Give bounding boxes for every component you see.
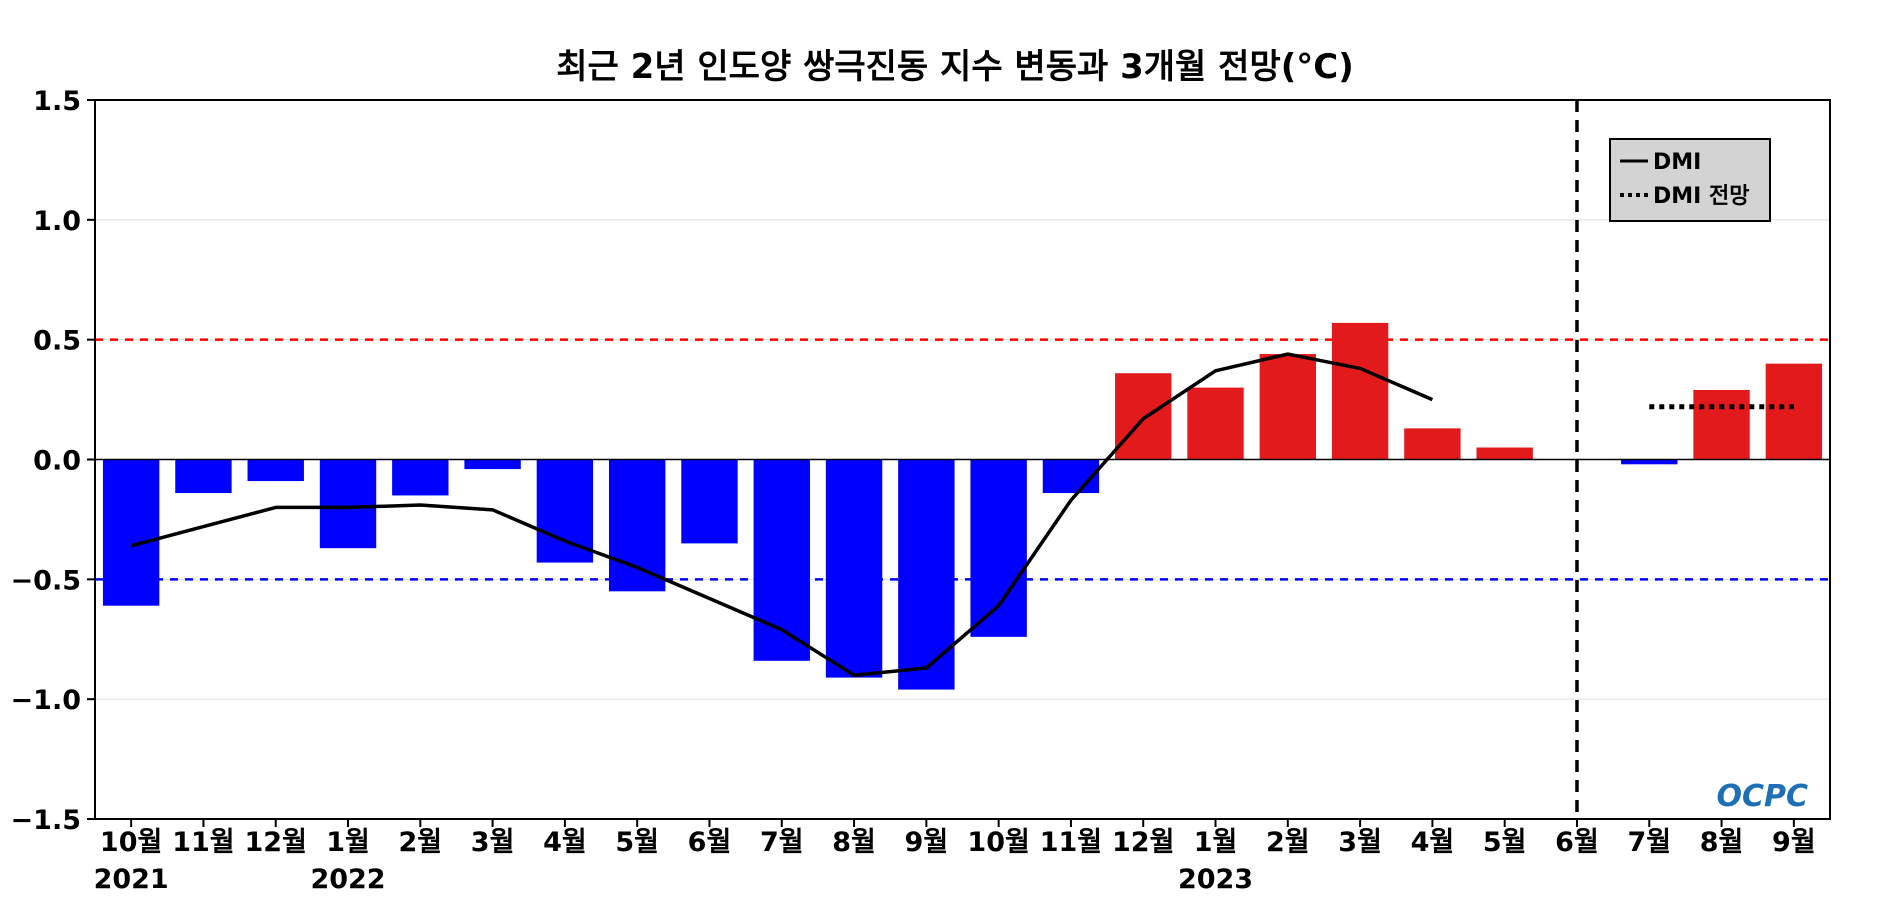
x-tick-label: 11월 (1040, 827, 1102, 858)
x-tick-label: 9월 (905, 827, 949, 858)
ocpc-logo: OCPC (1716, 779, 1808, 814)
threshold-lines (95, 338, 1830, 581)
x-tick-label: 8월 (832, 827, 876, 858)
x-tick-label: 12월 (1112, 827, 1174, 858)
bar (536, 459, 594, 563)
x-year-label: 2021 (94, 864, 169, 895)
bar (247, 459, 304, 482)
bar (102, 459, 160, 606)
legend-label-dmi: DMI (1653, 150, 1701, 175)
x-tick-label: 6월 (1555, 827, 1599, 858)
x-tick-label: 8월 (1700, 827, 1744, 858)
y-tick-label: 1.0 (33, 206, 81, 237)
bar-series (102, 322, 1823, 690)
x-tick-label: 3월 (1338, 827, 1382, 858)
bar (1621, 459, 1678, 465)
x-tick-label: 12월 (245, 827, 307, 858)
bar (392, 459, 449, 496)
bar (1115, 373, 1172, 460)
x-tick-label: 2월 (398, 827, 442, 858)
chart-title: 최근 2년 인도양 쌍극진동 지수 변동과 3개월 전망(°C) (556, 47, 1354, 87)
line-series (130, 352, 1794, 677)
bar (898, 459, 955, 690)
x-tick-label: 5월 (1483, 827, 1527, 858)
bar (319, 459, 377, 549)
bar (681, 459, 738, 544)
bar (753, 459, 810, 661)
x-axis-ticks: 10월 11월 12월 1월 2월 3월 4월 5월 6월 7월 8월 9월 10월 11월 12월 1월 2월… (94, 819, 1816, 895)
y-tick-label: −1.5 (11, 805, 81, 836)
bar (1476, 447, 1533, 460)
y-tick-label: 0.0 (33, 446, 81, 477)
x-tick-label: 3월 (471, 827, 515, 858)
bar (1404, 428, 1461, 460)
x-year-label: 2023 (1178, 864, 1253, 895)
bar (464, 459, 521, 470)
bar (1187, 387, 1244, 460)
x-tick-label: 4월 (543, 827, 587, 858)
bar (825, 459, 883, 678)
x-tick-label: 10월 (100, 827, 162, 858)
x-tick-label: 9월 (1772, 827, 1816, 858)
x-tick-label: 6월 (688, 827, 732, 858)
bar (175, 459, 232, 494)
y-tick-label: 1.5 (33, 86, 81, 117)
bar (1765, 363, 1823, 460)
y-tick-label: −1.0 (11, 685, 81, 716)
x-tick-label: 7월 (1627, 827, 1671, 858)
y-axis-ticks: 1.5 1.0 0.5 0.0 −0.5 −1.0 −1.5 (11, 86, 95, 836)
x-tick-label: 4월 (1411, 827, 1455, 858)
series-line-dmi (130, 352, 1434, 677)
bar (1259, 354, 1317, 460)
legend-label-dmi-forecast: DMI 전망 (1653, 184, 1749, 209)
y-tick-label: 0.5 (33, 326, 81, 357)
bar (608, 459, 666, 592)
x-tick-label: 11월 (172, 827, 234, 858)
bar (1693, 389, 1750, 460)
legend: DMI DMI 전망 (1609, 138, 1771, 222)
bar (970, 459, 1027, 637)
x-tick-label: 7월 (760, 827, 804, 858)
x-year-label: 2022 (310, 864, 385, 895)
x-tick-label: 5월 (615, 827, 659, 858)
x-tick-label: 1월 (1194, 827, 1238, 858)
x-tick-label: 10월 (967, 827, 1029, 858)
bar (1042, 459, 1100, 494)
x-tick-label: 1월 (326, 827, 370, 858)
legend-box (1609, 138, 1771, 222)
bar (1331, 322, 1389, 460)
y-tick-label: −0.5 (11, 565, 81, 596)
x-tick-label: 2월 (1266, 827, 1310, 858)
